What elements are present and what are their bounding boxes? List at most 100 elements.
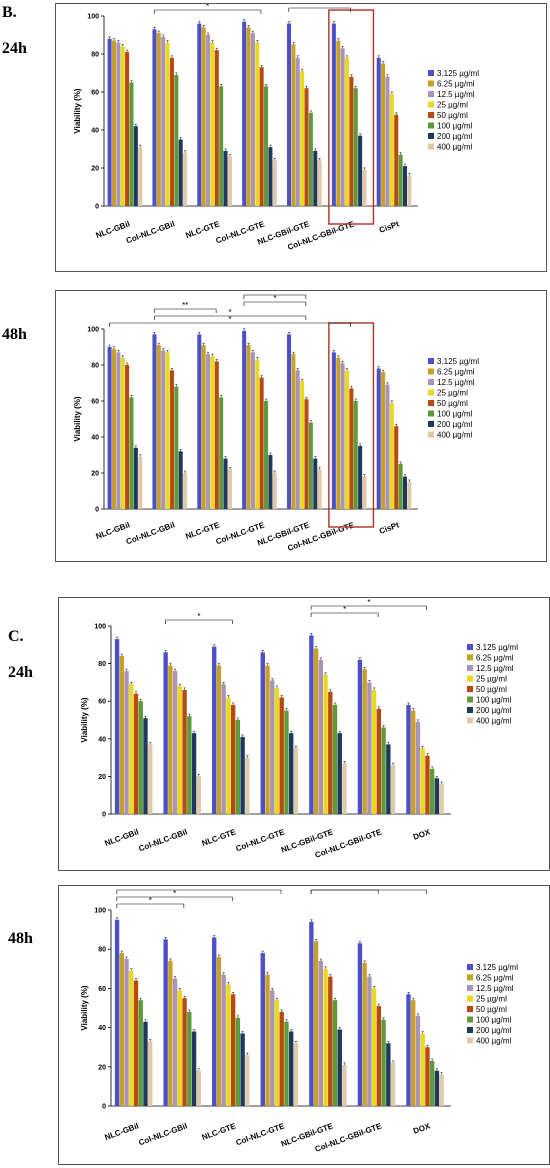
bar	[385, 76, 390, 206]
legend-swatch	[428, 368, 434, 375]
significance-label: *	[367, 886, 370, 891]
bar	[353, 401, 358, 509]
bar	[169, 370, 174, 509]
legend-swatch	[428, 133, 434, 139]
significance-label: *	[149, 896, 152, 905]
bar	[259, 377, 264, 509]
bar	[317, 469, 322, 509]
bar	[313, 150, 318, 206]
bar	[386, 744, 391, 814]
bar	[219, 397, 224, 509]
bar	[328, 691, 333, 814]
y-axis-label: Viability (%)	[80, 985, 89, 1031]
bar	[125, 52, 130, 206]
bar	[197, 23, 202, 206]
y-tick-label: 20	[91, 166, 99, 173]
legend-swatch	[428, 358, 434, 364]
bar	[313, 458, 318, 509]
bar	[362, 669, 367, 814]
bar	[111, 348, 116, 509]
bar	[245, 1055, 250, 1106]
bar	[434, 778, 440, 814]
bar	[259, 67, 264, 206]
bar	[376, 1006, 382, 1106]
bar	[300, 71, 305, 206]
bar	[317, 160, 322, 206]
bar	[111, 40, 116, 207]
legend-label: 25 µg/ml	[476, 995, 507, 1004]
bar	[309, 635, 314, 814]
bar	[183, 152, 188, 206]
bar	[362, 962, 367, 1106]
y-tick-label: 40	[91, 435, 99, 442]
bar	[172, 978, 178, 1106]
legend-label: 50 µg/ml	[476, 685, 507, 694]
y-tick-label: 60	[91, 399, 99, 406]
bar	[138, 1000, 143, 1106]
bar	[250, 33, 255, 206]
bar	[255, 42, 260, 206]
legend-swatch	[467, 1016, 473, 1023]
bar	[411, 1000, 416, 1106]
bar	[274, 688, 280, 814]
y-tick-label: 40	[98, 1025, 106, 1032]
bar	[279, 697, 284, 814]
significance-label: *	[228, 315, 231, 324]
category-label: Col-NLC-GBil	[125, 219, 176, 245]
bar	[152, 334, 157, 509]
bar	[107, 347, 112, 509]
legend-label: 100 µg/ml	[476, 696, 512, 705]
legend-label: 12.5 µg/ml	[476, 664, 514, 673]
bar	[293, 1043, 299, 1106]
bar	[107, 38, 112, 206]
bar	[318, 659, 323, 814]
bar	[143, 1021, 148, 1106]
bar	[407, 175, 412, 206]
highlight-box	[328, 322, 375, 528]
bar	[182, 998, 187, 1106]
bar	[210, 42, 215, 206]
y-axis-label: Viability (%)	[73, 88, 82, 134]
y-tick-label: 20	[98, 1064, 106, 1071]
bar	[381, 63, 386, 206]
category-label: NLC-GTE	[201, 1121, 238, 1142]
y-tick-label: 100	[94, 624, 106, 631]
y-tick-label: 80	[98, 661, 106, 668]
y-tick-label: 20	[98, 774, 106, 781]
y-axis-label: Viability (%)	[73, 396, 82, 442]
legend-label: 100 µg/ml	[437, 410, 473, 419]
bar	[191, 1031, 197, 1106]
bar	[313, 648, 319, 814]
bar	[210, 356, 215, 509]
legend-swatch	[467, 654, 473, 661]
bar	[156, 33, 161, 206]
y-tick-label: 0	[102, 1104, 106, 1111]
section-b-label: B.	[2, 4, 17, 21]
legend-label: 200 µg/ml	[437, 132, 473, 141]
legend-label: 12.5 µg/ml	[437, 378, 475, 387]
bar	[381, 372, 386, 509]
bar	[133, 126, 138, 206]
legend-swatch	[467, 1006, 473, 1012]
bar	[289, 733, 294, 814]
bar	[206, 354, 211, 509]
bar	[129, 82, 134, 206]
legend-label: 3.125 µg/ml	[437, 357, 479, 366]
legend-swatch	[428, 91, 434, 97]
bar	[116, 352, 121, 509]
category-label: DOX	[412, 1121, 432, 1136]
bar	[219, 86, 224, 206]
bar	[284, 1021, 289, 1106]
significance-label: *	[343, 605, 346, 614]
legend-swatch	[428, 122, 434, 129]
legend-swatch	[467, 717, 473, 724]
significance-label: *	[318, 4, 321, 9]
bar	[381, 1019, 386, 1106]
category-label: Col-NLC-GTE	[235, 1121, 287, 1147]
bar	[201, 27, 206, 207]
bar	[114, 639, 120, 814]
y-tick-label: 0	[95, 507, 99, 514]
category-label: DOX	[412, 827, 432, 842]
y-tick-label: 80	[98, 947, 106, 954]
bar	[376, 708, 382, 814]
